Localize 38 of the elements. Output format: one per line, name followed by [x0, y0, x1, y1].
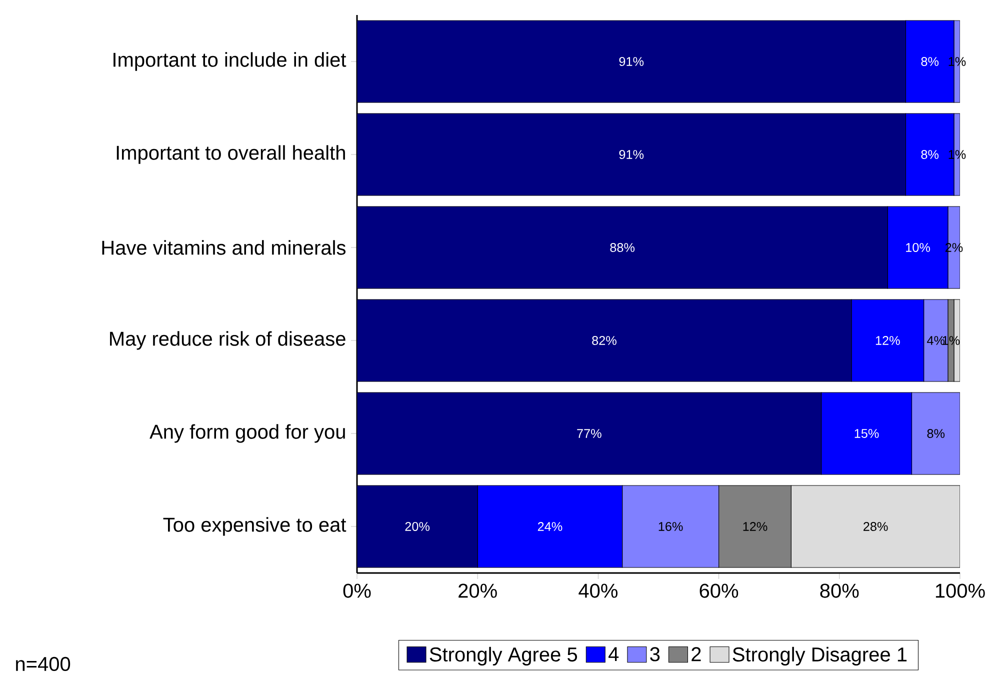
bar [790, 485, 960, 568]
data-label: 8% [921, 150, 939, 159]
data-label: 8% [921, 57, 939, 66]
bar [622, 485, 720, 568]
y-tick-label: Any form good for you [150, 424, 345, 443]
legend-label: 4 [608, 647, 619, 662]
data-label: 24% [538, 522, 562, 531]
data-label: 16% [658, 522, 683, 531]
y-tick-label: May reduce risk of disease [110, 331, 346, 350]
data-label: 10% [906, 243, 930, 252]
data-label: 12% [876, 336, 900, 345]
y-tick-label: Important to overall health [116, 145, 345, 164]
x-tick-label: 60% [700, 584, 738, 598]
bar [911, 392, 960, 475]
data-label: 91% [619, 57, 644, 66]
x-tick-label: 0% [343, 584, 371, 598]
legend-label: 2 [692, 647, 701, 662]
legend-label: 3 [650, 647, 660, 662]
data-label: 12% [743, 522, 768, 531]
data-label: 28% [864, 522, 888, 531]
data-label: 82% [592, 336, 616, 345]
y-tick-label: Have vitamins and minerals [102, 240, 346, 255]
data-label: 20% [405, 522, 430, 531]
x-tick-label: 20% [458, 584, 497, 598]
x-tick-label: 40% [578, 584, 618, 598]
data-label: 77% [577, 429, 602, 438]
data-label: 8% [927, 429, 945, 438]
data-label: 15% [854, 429, 879, 438]
legend-label: Strongly Agree 5 [430, 646, 578, 666]
data-label: 4% [927, 336, 945, 345]
x-tick-label: 100% [936, 584, 985, 598]
text: n=400 [16, 656, 70, 672]
data-label: 88% [610, 243, 635, 252]
legend-label: Strongly Disagree 1 [732, 646, 907, 666]
data-label: 91% [619, 150, 644, 159]
y-tick-label: Important to include in diet [114, 52, 346, 71]
y-tick-label: Too expensive to eat [163, 517, 346, 536]
x-tick-label: 80% [820, 584, 859, 598]
